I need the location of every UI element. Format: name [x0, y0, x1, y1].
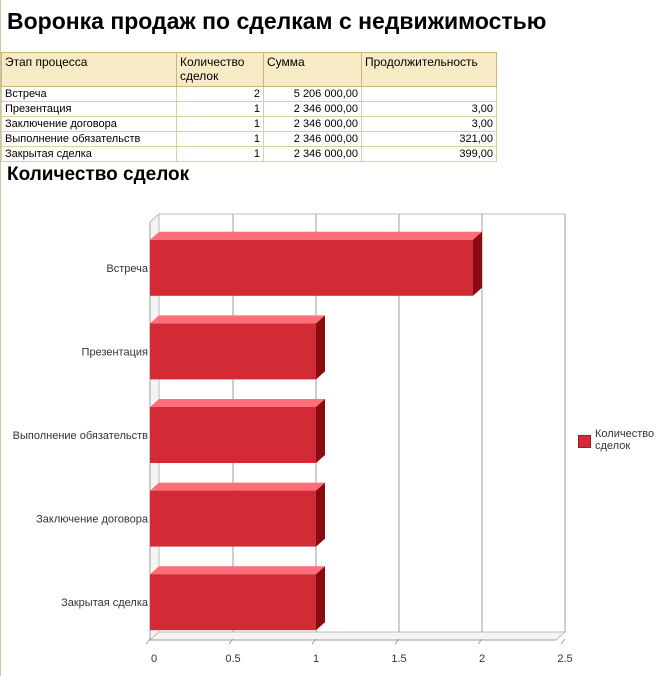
cell-sum: 2 346 000,00: [263, 146, 362, 162]
x-tick-label: 0: [151, 653, 157, 665]
category-label: Выполнение обязательств: [13, 430, 148, 442]
bar: [150, 323, 316, 380]
data-table: Этап процесса Количество сделок Сумма Пр…: [1, 52, 497, 162]
bar: [150, 574, 316, 631]
table-row: Заключение договора 1 2 346 000,00 3,00: [1, 116, 497, 132]
cell-stage: Закрытая сделка: [1, 146, 177, 162]
cell-sum: 5 206 000,00: [263, 86, 362, 102]
bar-top: [150, 566, 325, 575]
category-label: Закрытая сделка: [61, 597, 149, 609]
tick-mark: [560, 638, 566, 645]
bar-top: [150, 399, 325, 407]
header-stage: Этап процесса: [1, 52, 177, 87]
bar-side: [473, 231, 482, 296]
bar: [150, 239, 473, 296]
bar-side: [316, 399, 325, 463]
bar-side: [316, 566, 325, 631]
category-label: Встреча: [106, 263, 148, 275]
cell-count: 1: [176, 146, 264, 162]
bar-side: [316, 315, 325, 380]
x-tick-label: 0.5: [225, 653, 240, 665]
header-sum: Сумма: [263, 52, 362, 87]
bar-top: [150, 231, 482, 240]
category-label: Презентация: [82, 346, 148, 358]
x-tick-label: 1.5: [391, 653, 406, 665]
table-row: Встреча 2 5 206 000,00: [1, 86, 497, 102]
cell-count: 2: [176, 86, 264, 102]
chart-floor: [148, 631, 567, 641]
report-title: Воронка продаж по сделкам с недвижимость…: [7, 8, 547, 34]
cell-count: 1: [176, 116, 264, 132]
cell-stage: Встреча: [1, 86, 177, 102]
cell-sum: 2 346 000,00: [263, 116, 362, 132]
bar: [150, 407, 316, 463]
cell-stage: Выполнение обязательств: [1, 131, 177, 147]
tick-mark: [145, 638, 151, 645]
x-tick-label: 1: [313, 653, 319, 665]
bar-side: [316, 482, 325, 547]
chart-title: Количество сделок: [7, 164, 190, 185]
legend-swatch: [578, 435, 591, 448]
header-count: Количество сделок: [176, 52, 264, 87]
category-label: Заключение договора: [36, 514, 149, 526]
bar-chart: 0 0.5 1 1.5 2 2.5 Встреча Презентация Выполнение…: [13, 212, 573, 665]
table-row: Выполнение обязательств 1 2 346 000,00 3…: [1, 131, 497, 147]
cell-count: 1: [176, 101, 264, 117]
bar-top: [150, 315, 325, 324]
cell-stage: Заключение договора: [1, 116, 177, 132]
legend-label: Количество сделок: [595, 428, 655, 452]
table-row: Закрытая сделка 1 2 346 000,00 399,00: [1, 146, 497, 162]
bar-top: [150, 482, 325, 491]
cell-stage: Презентация: [1, 101, 177, 117]
cell-duration: 3,00: [361, 101, 497, 117]
cell-count: 1: [176, 131, 264, 147]
cell-duration: 321,00: [361, 131, 497, 147]
header-duration: Продолжительность: [361, 52, 497, 87]
table-header-row: Этап процесса Количество сделок Сумма Пр…: [1, 52, 497, 87]
cell-duration: [361, 86, 497, 102]
cell-duration: 399,00: [361, 146, 497, 162]
chart-legend: Количество сделок: [578, 428, 661, 452]
cell-duration: 3,00: [361, 116, 497, 132]
bar: [150, 490, 316, 547]
x-tick-label: 2: [479, 653, 485, 665]
cell-sum: 2 346 000,00: [263, 131, 362, 147]
x-tick-label: 2.5: [557, 653, 572, 665]
table-row: Презентация 1 2 346 000,00 3,00: [1, 101, 497, 117]
cell-sum: 2 346 000,00: [263, 101, 362, 117]
